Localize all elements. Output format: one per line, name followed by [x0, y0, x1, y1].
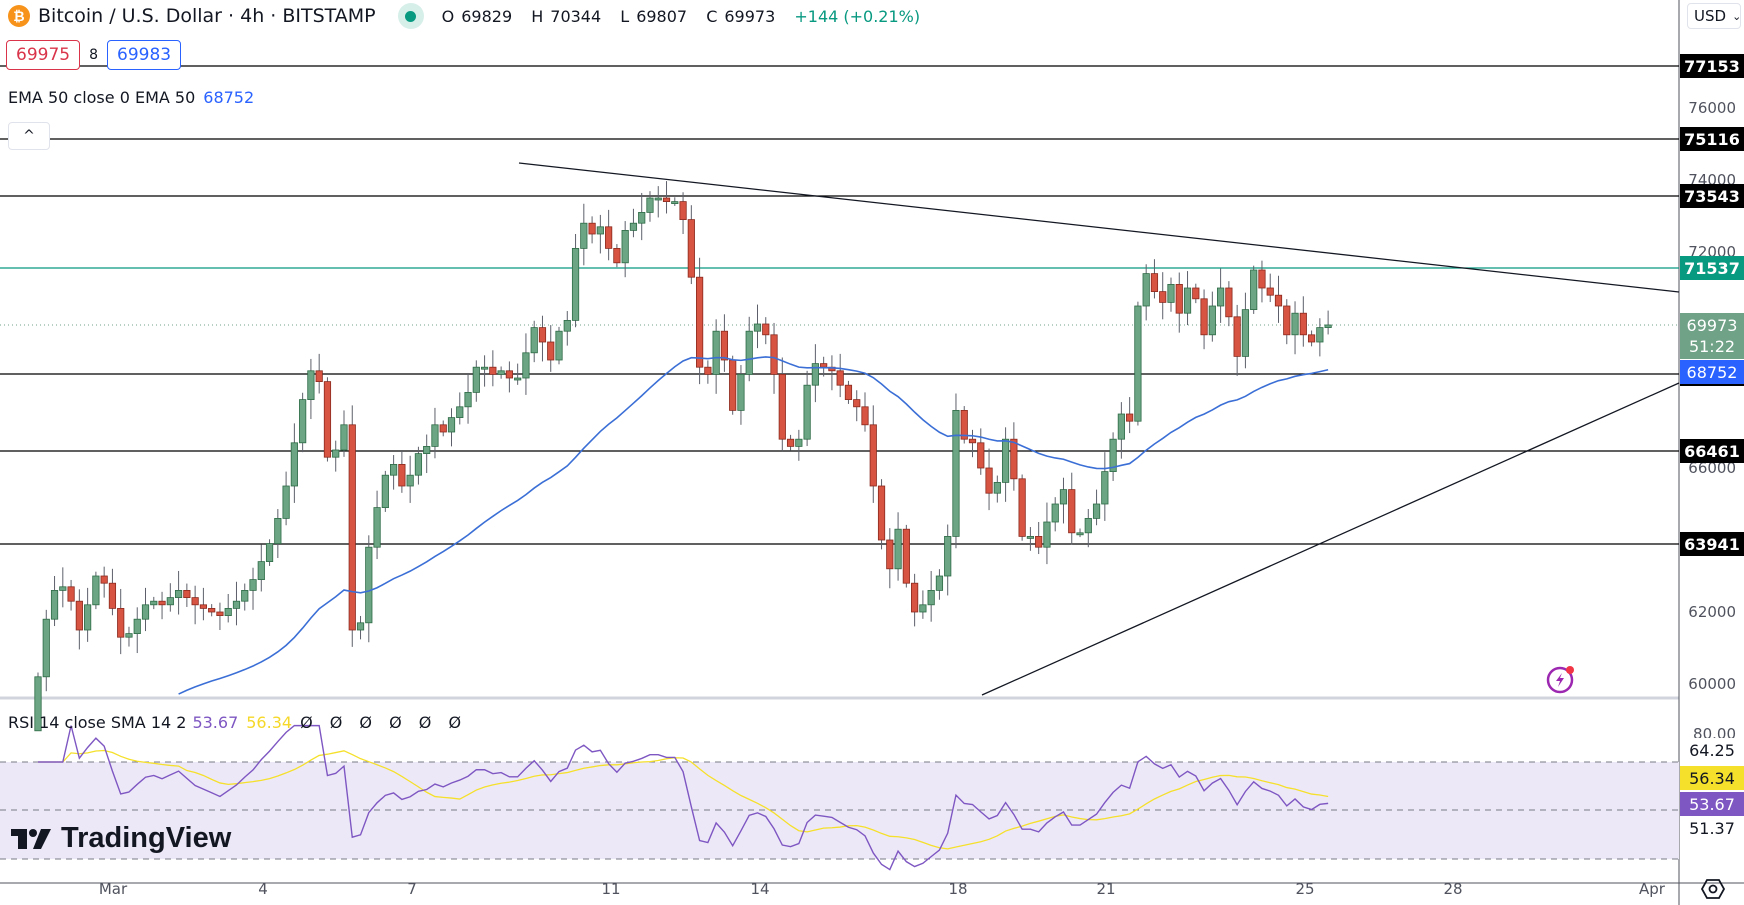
price-tick: 62000	[1688, 603, 1736, 621]
time-tick: Mar	[98, 880, 128, 898]
level-price-tag: 66461	[1680, 439, 1744, 463]
level-price-tag: 71537	[1680, 256, 1744, 280]
time-tick: 28	[1443, 880, 1463, 898]
chevron-down-icon: ⌄	[1732, 9, 1742, 23]
level-price-tag: 63941	[1680, 532, 1744, 556]
price-tick: 66000	[1688, 459, 1736, 477]
rsi-value: 53.67	[192, 713, 239, 732]
time-tick: Apr	[1639, 880, 1665, 898]
rsi-value-tag: 53.67	[1680, 792, 1744, 816]
tradingview-logo-text: TradingView	[61, 822, 232, 854]
rsi-sma-value: 56.34	[246, 713, 293, 732]
symbol-title[interactable]: Bitcoin / U.S. Dollar · 4h · BITSTAMP	[38, 5, 376, 27]
rsi-value-tag: 51.37	[1680, 816, 1744, 840]
chevron-up-icon: ^	[23, 128, 35, 144]
price-change: +144 (+0.21%)	[794, 6, 921, 26]
bitcoin-icon: ₿	[8, 5, 30, 27]
price-tick: 76000	[1688, 99, 1736, 117]
last-price-tag: 69973 51:22	[1680, 312, 1744, 359]
time-tick: 7	[407, 880, 417, 898]
ema-legend-value: 68752	[203, 88, 255, 107]
tradingview-logo-icon	[11, 828, 51, 849]
price-tick: 60000	[1688, 675, 1736, 693]
time-tick: 25	[1295, 880, 1315, 898]
rsi-legend-label: RSI 14 close SMA 14 2	[8, 713, 187, 732]
market-open-dot-icon	[397, 3, 424, 29]
symbol-header[interactable]: ₿ Bitcoin / U.S. Dollar · 4h · BITSTAMP …	[8, 2, 927, 30]
settings-icon[interactable]	[1700, 877, 1726, 901]
ohlc-values: O 69829 H 70344 L 69807 C 69973 +144 (+0.21%…	[441, 6, 921, 26]
level-price-tag: 75116	[1680, 127, 1744, 151]
rsi-legend[interactable]: RSI 14 close SMA 14 2 53.67 56.34 Ø Ø Ø Ø Ø…	[8, 713, 467, 732]
sell-button[interactable]: 69975	[6, 40, 81, 70]
trade-buttons: 69975 8 69983	[6, 40, 182, 70]
time-tick: 14	[750, 880, 770, 898]
currency-select[interactable]: USD ⌄	[1687, 3, 1741, 29]
flash-news-icon[interactable]	[1545, 663, 1577, 695]
level-price-tag: 77153	[1680, 54, 1744, 78]
time-tick: 21	[1096, 880, 1116, 898]
last-price: 69973	[1686, 315, 1738, 335]
tradingview-logo[interactable]: TradingView	[11, 822, 231, 855]
time-tick: 11	[601, 880, 621, 898]
ema-legend[interactable]: EMA 50 close 0 EMA 50 68752	[8, 88, 254, 107]
ema-legend-label: EMA 50 close 0 EMA 50	[8, 88, 196, 107]
spread-value: 8	[89, 47, 99, 63]
buy-button[interactable]: 69983	[107, 40, 182, 70]
ema-price-tag: 68752	[1680, 360, 1744, 384]
rsi-null-values: Ø Ø Ø Ø Ø Ø	[300, 713, 468, 732]
rsi-value-tag: 56.34	[1680, 766, 1744, 790]
collapse-legend-button[interactable]: ^	[8, 122, 50, 150]
level-price-tag: 73543	[1680, 184, 1744, 208]
time-tick: 4	[258, 880, 268, 898]
rsi-value-tag: 64.25	[1680, 738, 1744, 762]
time-tick: 18	[948, 880, 968, 898]
bar-countdown: 51:22	[1688, 336, 1736, 356]
